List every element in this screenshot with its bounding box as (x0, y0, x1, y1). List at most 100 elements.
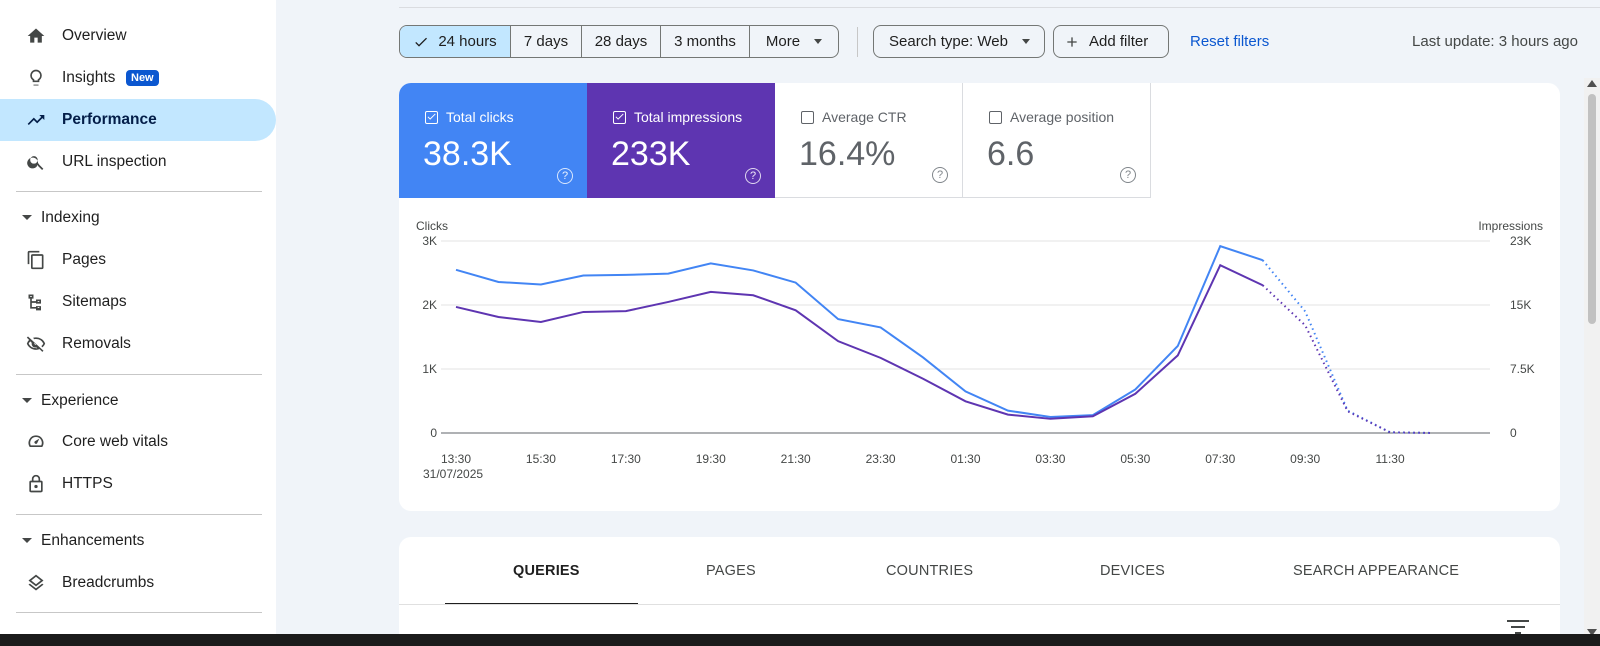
os-taskbar (0, 634, 1600, 646)
y-axis-label-right: Impressions (1478, 219, 1543, 233)
metric-value: 16.4% (799, 135, 896, 173)
search-type-dropdown[interactable]: Search type: Web (873, 25, 1045, 58)
series-line-clicks (455, 244, 1264, 419)
performance-line-chart[interactable]: 0 0 1K 7.5K 2K 15K 3K 23K 13:30 15:30 17:30 19:30 21… (399, 216, 1560, 511)
sitemap-icon (28, 294, 41, 311)
chart-ticks: 0 0 1K 7.5K 2K 15K 3K 23K 13:30 15:30 17:30 19:30 21… (422, 234, 1534, 466)
check-icon (427, 113, 436, 120)
series-line-partial-clicks (1261, 259, 1433, 434)
range-label: 24 hours (438, 33, 497, 50)
chart-gridlines (441, 240, 1490, 434)
add-filter-label: Add filter (1089, 33, 1149, 50)
add-filter-button[interactable]: Add filter (1053, 25, 1169, 58)
y-tick-label-left: 3K (422, 234, 437, 248)
total-clicks-tile[interactable]: Total clicks 38.3K ? (399, 83, 587, 198)
sidebar-divider (16, 374, 262, 375)
metric-label-row: Total clicks (425, 109, 514, 125)
y-tick-label-right: 7.5K (1510, 362, 1535, 376)
tab-countries[interactable]: COUNTRIES (886, 563, 974, 579)
x-tick-label: 07:30 (1205, 452, 1235, 466)
speedometer-icon (28, 435, 44, 447)
y-tick-label-right: 23K (1510, 234, 1531, 248)
section-enhancements[interactable]: Enhancements (0, 521, 276, 561)
checkbox-unchecked[interactable] (801, 110, 814, 124)
metric-label: Average CTR (822, 109, 907, 125)
x-tick-label: 13:30 (441, 452, 471, 466)
tab-pages[interactable]: PAGES (706, 563, 756, 579)
sidebar-item-core-web-vitals[interactable]: Core web vitals (0, 421, 276, 463)
x-tick-label: 01:30 (950, 452, 980, 466)
x-axis-date-label: 31/07/2025 (423, 467, 483, 481)
average-position-tile[interactable]: Average position 6.6 ? (963, 83, 1151, 198)
last-update-text: Last update: 3 hours ago (1412, 33, 1578, 50)
scroll-down-arrow-icon[interactable] (1587, 629, 1597, 636)
eye-off-icon (26, 336, 46, 352)
metric-value: 233K (611, 135, 691, 173)
sidebar-item-label: Sitemaps (62, 293, 127, 310)
metric-value: 6.6 (987, 135, 1035, 173)
sidebar: Overview Insights New Performance URL in… (0, 0, 276, 646)
y-tick-label-left: 0 (430, 426, 437, 440)
range-label: More (765, 33, 801, 50)
page-scrollbar[interactable] (1584, 78, 1600, 638)
help-icon[interactable]: ? (557, 168, 573, 184)
pages-icon (27, 250, 44, 270)
chevron-down-icon (814, 39, 823, 44)
x-tick-label: 17:30 (611, 452, 641, 466)
help-icon[interactable]: ? (1120, 167, 1136, 183)
y-tick-label-left: 2K (422, 298, 437, 312)
range-7-days-button[interactable]: 7 days (511, 26, 582, 57)
total-impressions-tile[interactable]: Total impressions 233K ? (587, 83, 775, 198)
plus-icon (1067, 36, 1077, 47)
search-type-label: Search type: Web (889, 33, 1008, 50)
x-tick-label: 03:30 (1035, 452, 1065, 466)
range-28-days-button[interactable]: 28 days (582, 26, 661, 57)
sidebar-item-https[interactable]: HTTPS (0, 463, 276, 505)
filter-icon[interactable] (1507, 620, 1529, 634)
tab-search-appearance[interactable]: SEARCH APPEARANCE (1293, 563, 1460, 579)
tabs-divider (399, 604, 1560, 605)
chevron-down-icon (1021, 39, 1030, 44)
caret-down-icon (22, 538, 32, 543)
help-icon[interactable]: ? (745, 168, 761, 184)
range-24-hours-button[interactable]: 24 hours (400, 26, 511, 57)
tab-queries[interactable]: QUERIES (513, 563, 580, 579)
sidebar-item-label: Removals (62, 335, 131, 352)
scroll-up-arrow-icon[interactable] (1587, 80, 1597, 87)
check-icon (415, 37, 428, 47)
y-tick-label-left: 1K (422, 362, 437, 376)
x-tick-label: 21:30 (781, 452, 811, 466)
performance-card: Total clicks 38.3K ? Total impressions 2… (399, 83, 1560, 511)
x-tick-label: 11:30 (1376, 452, 1405, 466)
range-3-months-button[interactable]: 3 months (661, 26, 750, 57)
average-ctr-tile[interactable]: Average CTR 16.4% ? (775, 83, 963, 198)
sidebar-item-url-inspection[interactable]: URL inspection (0, 141, 276, 183)
sidebar-item-overview[interactable]: Overview (0, 15, 276, 57)
sidebar-item-label: Breadcrumbs (62, 574, 155, 591)
sidebar-item-performance[interactable]: Performance (0, 99, 276, 141)
scrollbar-thumb[interactable] (1588, 94, 1596, 324)
y-axis-label-left: Clicks (416, 219, 448, 233)
dimension-tabs: QUERIES PAGES COUNTRIES DEVICES SEARCH A… (399, 537, 1560, 646)
tab-devices[interactable]: DEVICES (1100, 563, 1166, 579)
sidebar-item-removals[interactable]: Removals (0, 323, 276, 365)
sidebar-item-breadcrumbs[interactable]: Breadcrumbs (0, 562, 276, 604)
range-label: 3 months (674, 33, 736, 50)
section-experience[interactable]: Experience (0, 381, 276, 421)
section-indexing[interactable]: Indexing (0, 198, 276, 238)
reset-filters-link[interactable]: Reset filters (1190, 33, 1270, 50)
range-more-button[interactable]: More (750, 26, 838, 57)
help-icon[interactable]: ? (932, 167, 948, 183)
toolbar-separator (857, 27, 858, 57)
checkbox-checked[interactable] (613, 110, 626, 124)
metric-label: Total impressions (634, 109, 743, 125)
sidebar-item-sitemaps[interactable]: Sitemaps (0, 281, 276, 323)
sidebar-item-pages[interactable]: Pages (0, 239, 276, 281)
sidebar-item-label: Performance (62, 111, 157, 128)
y-tick-label-right: 15K (1510, 298, 1531, 312)
checkbox-unchecked[interactable] (989, 110, 1002, 124)
header-divider (399, 7, 1600, 8)
x-tick-label: 05:30 (1120, 452, 1150, 466)
sidebar-item-insights[interactable]: Insights New (0, 57, 276, 99)
checkbox-checked[interactable] (425, 110, 438, 124)
